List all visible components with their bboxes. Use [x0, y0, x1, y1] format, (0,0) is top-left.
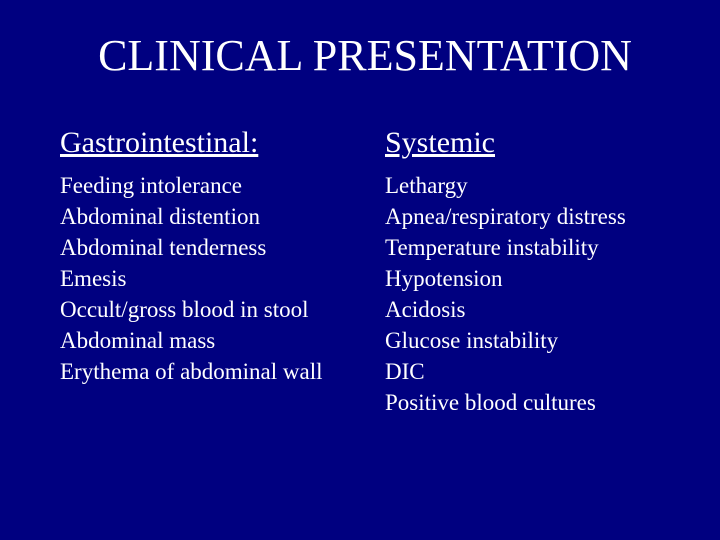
list-item: Abdominal distention [60, 201, 345, 232]
list-item: Acidosis [385, 294, 670, 325]
column-gastrointestinal: Gastrointestinal: Feeding intolerance Ab… [60, 126, 345, 418]
column-heading-gastrointestinal: Gastrointestinal: [60, 126, 345, 160]
column-systemic: Systemic Lethargy Apnea/respiratory dist… [385, 126, 670, 418]
list-item: Emesis [60, 263, 345, 294]
list-item: Apnea/respiratory distress [385, 201, 670, 232]
list-item: Occult/gross blood in stool [60, 294, 345, 325]
slide-title: CLINICAL PRESENTATION [60, 30, 670, 81]
list-item: Temperature instability [385, 232, 670, 263]
list-item: DIC [385, 356, 670, 387]
column-heading-systemic: Systemic [385, 126, 670, 160]
list-item: Abdominal tenderness [60, 232, 345, 263]
list-item: Hypotension [385, 263, 670, 294]
list-item: Lethargy [385, 170, 670, 201]
columns-container: Gastrointestinal: Feeding intolerance Ab… [60, 126, 670, 418]
list-item: Feeding intolerance [60, 170, 345, 201]
list-item: Abdominal mass [60, 325, 345, 356]
list-item: Glucose instability [385, 325, 670, 356]
list-item: Erythema of abdominal wall [60, 356, 345, 387]
list-item: Positive blood cultures [385, 387, 670, 418]
